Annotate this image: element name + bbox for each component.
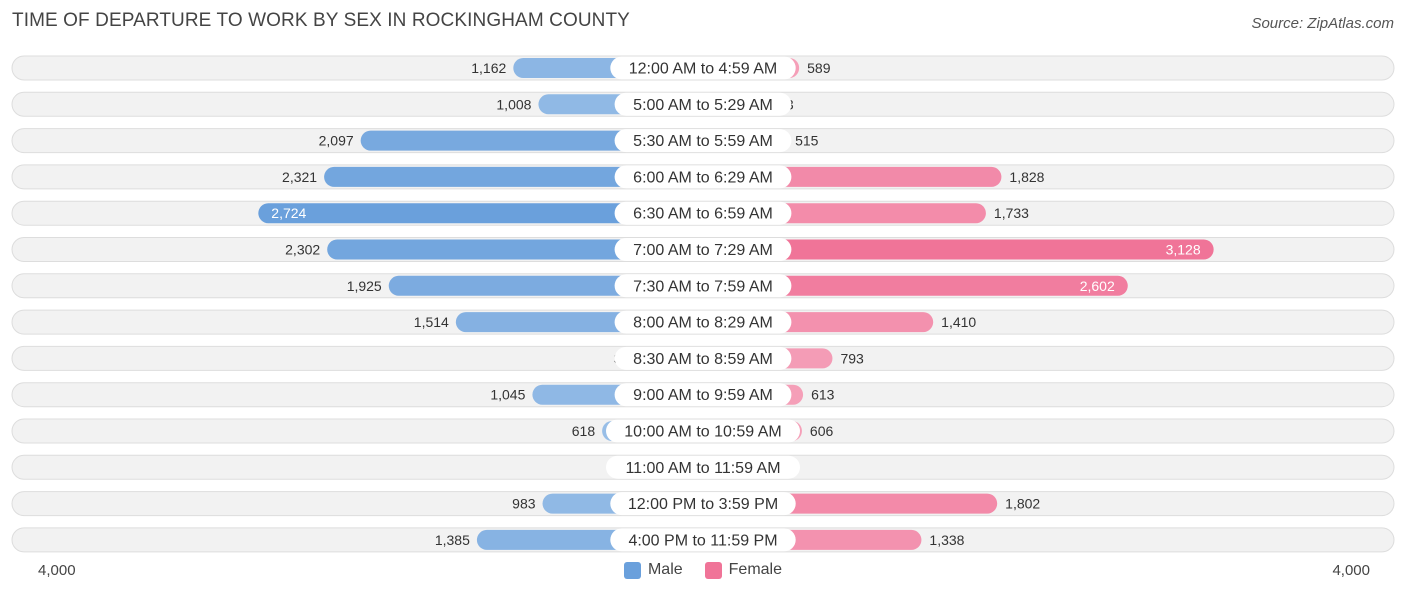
female-value-label: 613 xyxy=(811,387,835,403)
category-label: 12:00 PM to 3:59 PM xyxy=(628,496,778,513)
female-value-label: 1,802 xyxy=(1005,496,1040,512)
male-value-label: 618 xyxy=(572,423,596,439)
category-label: 11:00 AM to 11:59 AM xyxy=(625,460,780,477)
legend-swatch-male xyxy=(623,561,641,579)
male-value-label: 1,162 xyxy=(471,60,506,76)
category-label-background xyxy=(614,238,792,261)
female-value-label: 1,828 xyxy=(1009,169,1044,185)
category-label-background xyxy=(614,346,792,370)
category-label: 4:00 PM to 11:59 PM xyxy=(628,532,777,549)
category-label-background xyxy=(614,383,792,407)
female-value-label: 606 xyxy=(810,423,834,439)
category-label: 5:00 AM to 5:29 AM xyxy=(633,97,773,114)
female-bar xyxy=(693,275,1128,296)
male-bar xyxy=(258,203,713,224)
male-value-label: 1,045 xyxy=(490,387,525,403)
legend: Male Female xyxy=(0,561,1406,579)
female-value-label: 1,733 xyxy=(994,205,1029,221)
female-value-label: 793 xyxy=(840,350,864,366)
legend-label-female: Female xyxy=(728,561,783,578)
category-label-background xyxy=(614,92,792,116)
female-bar xyxy=(693,239,1214,260)
category-label-background xyxy=(610,492,796,516)
chart-title: TIME OF DEPARTURE TO WORK BY SEX IN ROCK… xyxy=(12,10,630,31)
category-label-background xyxy=(614,201,792,225)
male-value-label: 1,008 xyxy=(496,96,531,112)
category-label-background xyxy=(614,274,792,298)
category-label: 8:30 AM to 8:59 AM xyxy=(633,351,773,368)
female-value-label: 589 xyxy=(807,60,831,76)
female-value-label: 515 xyxy=(795,133,819,149)
category-label-background xyxy=(614,129,792,153)
male-value-label: 1,514 xyxy=(414,314,449,330)
legend-item-male[interactable]: Male xyxy=(623,561,683,579)
source-label: Source: ZipAtlas.com xyxy=(1251,15,1394,32)
category-label: 10:00 AM to 10:59 AM xyxy=(624,424,781,441)
category-label: 7:00 AM to 7:29 AM xyxy=(633,242,773,259)
category-label-background xyxy=(614,310,792,334)
female-value-label: 1,338 xyxy=(929,532,964,548)
category-label-background xyxy=(610,528,796,552)
female-value-label: 3,128 xyxy=(1166,242,1201,258)
category-label-background xyxy=(614,165,792,189)
male-value-label: 2,321 xyxy=(282,169,317,185)
male-value-label: 2,724 xyxy=(271,205,306,221)
category-label: 12:00 AM to 4:59 AM xyxy=(629,61,778,78)
male-value-label: 2,302 xyxy=(285,242,320,258)
female-value-label: 1,410 xyxy=(941,314,976,330)
category-label: 9:00 AM to 9:59 AM xyxy=(633,387,773,404)
male-value-label: 1,925 xyxy=(347,278,382,294)
axis-min-label: 4,000 xyxy=(38,562,76,579)
category-label: 7:30 AM to 7:59 AM xyxy=(633,278,773,295)
legend-swatch-female xyxy=(704,561,722,579)
category-label-background xyxy=(610,56,796,80)
category-label: 8:00 AM to 8:29 AM xyxy=(633,315,773,332)
category-label-background xyxy=(606,455,800,479)
male-value-label: 2,097 xyxy=(319,133,354,149)
male-value-label: 1,385 xyxy=(435,532,470,548)
axis-max-label: 4,000 xyxy=(1332,562,1370,579)
legend-label-male: Male xyxy=(647,561,683,578)
female-value-label: 2,602 xyxy=(1080,278,1115,294)
category-label: 6:00 AM to 6:29 AM xyxy=(633,169,773,186)
category-label: 6:30 AM to 6:59 AM xyxy=(633,206,773,223)
legend-item-female[interactable]: Female xyxy=(704,561,783,579)
category-label: 5:30 AM to 5:59 AM xyxy=(633,133,773,150)
category-label-background xyxy=(606,419,800,443)
male-value-label: 983 xyxy=(512,496,536,512)
